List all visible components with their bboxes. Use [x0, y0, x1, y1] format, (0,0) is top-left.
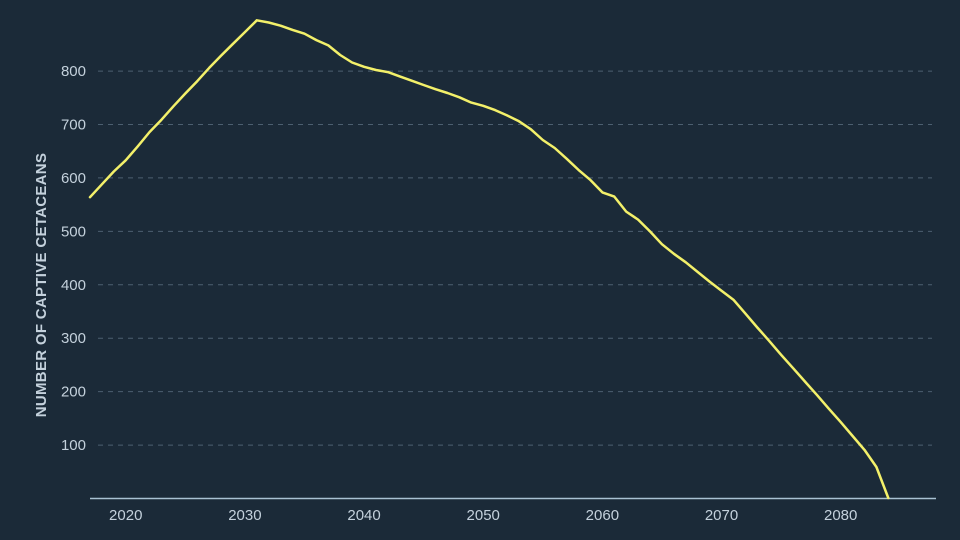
y-axis-ticks: 100 200 300 400 500 600 700 800 [61, 63, 86, 454]
x-tick-label: 2060 [586, 507, 619, 524]
y-tick-label: 500 [61, 223, 86, 240]
y-tick-label: 100 [61, 437, 86, 454]
series-line-0 [88, 19, 890, 500]
y-tick-label: 700 [61, 117, 86, 134]
x-tick-label: 2020 [109, 507, 142, 524]
series [88, 19, 890, 500]
y-tick-label: 800 [61, 63, 86, 80]
x-tick-label: 2040 [347, 507, 380, 524]
y-tick-label: 300 [61, 330, 86, 347]
x-tick-label: 2070 [705, 507, 738, 524]
x-axis-ticks: 2020 2030 2040 2050 2060 2070 2080 [109, 507, 857, 524]
y-axis-title: NUMBER OF CAPTIVE CETACEANS [33, 153, 50, 418]
x-tick-label: 2050 [467, 507, 500, 524]
y-tick-label: 600 [61, 170, 86, 187]
gridlines [98, 70, 932, 446]
y-tick-label: 200 [61, 384, 86, 401]
y-tick-label: 400 [61, 277, 86, 294]
x-tick-label: 2030 [228, 507, 261, 524]
x-tick-label: 2080 [824, 507, 857, 524]
